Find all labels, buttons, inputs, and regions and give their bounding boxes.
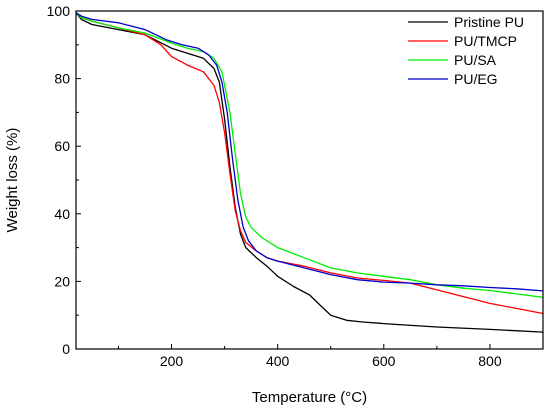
x-tick-label: 800 xyxy=(478,353,502,369)
legend-label: PU/TMCP xyxy=(454,33,517,49)
x-axis-ticks: 200 400 600 800 xyxy=(117,344,502,369)
legend: Pristine PU PU/TMCP PU/SA PU/EG xyxy=(408,14,524,87)
y-tick-label: 60 xyxy=(54,138,70,154)
series-line-pu-tmcp xyxy=(75,12,544,315)
series-line-pristine-pu xyxy=(75,12,544,333)
x-tick-label: 200 xyxy=(160,353,184,369)
legend-label: Pristine PU xyxy=(454,14,524,30)
x-axis-label: Temperature (°C) xyxy=(252,389,367,406)
plot-lines xyxy=(75,12,544,333)
y-tick-label: 0 xyxy=(62,341,70,357)
y-axis-label: Weight loss (%) xyxy=(4,128,21,233)
x-tick-label: 600 xyxy=(372,353,396,369)
y-tick-label: 40 xyxy=(54,206,70,222)
series-line-pu-eg xyxy=(75,12,544,292)
legend-label: PU/SA xyxy=(454,52,497,68)
legend-label: PU/EG xyxy=(454,71,498,87)
y-tick-label: 100 xyxy=(47,3,71,19)
series-line-pu-sa xyxy=(75,12,544,298)
x-tick-label: 400 xyxy=(266,353,290,369)
plot-frame xyxy=(75,10,544,350)
y-tick-label: 80 xyxy=(54,71,70,87)
y-tick-label: 20 xyxy=(54,273,70,289)
